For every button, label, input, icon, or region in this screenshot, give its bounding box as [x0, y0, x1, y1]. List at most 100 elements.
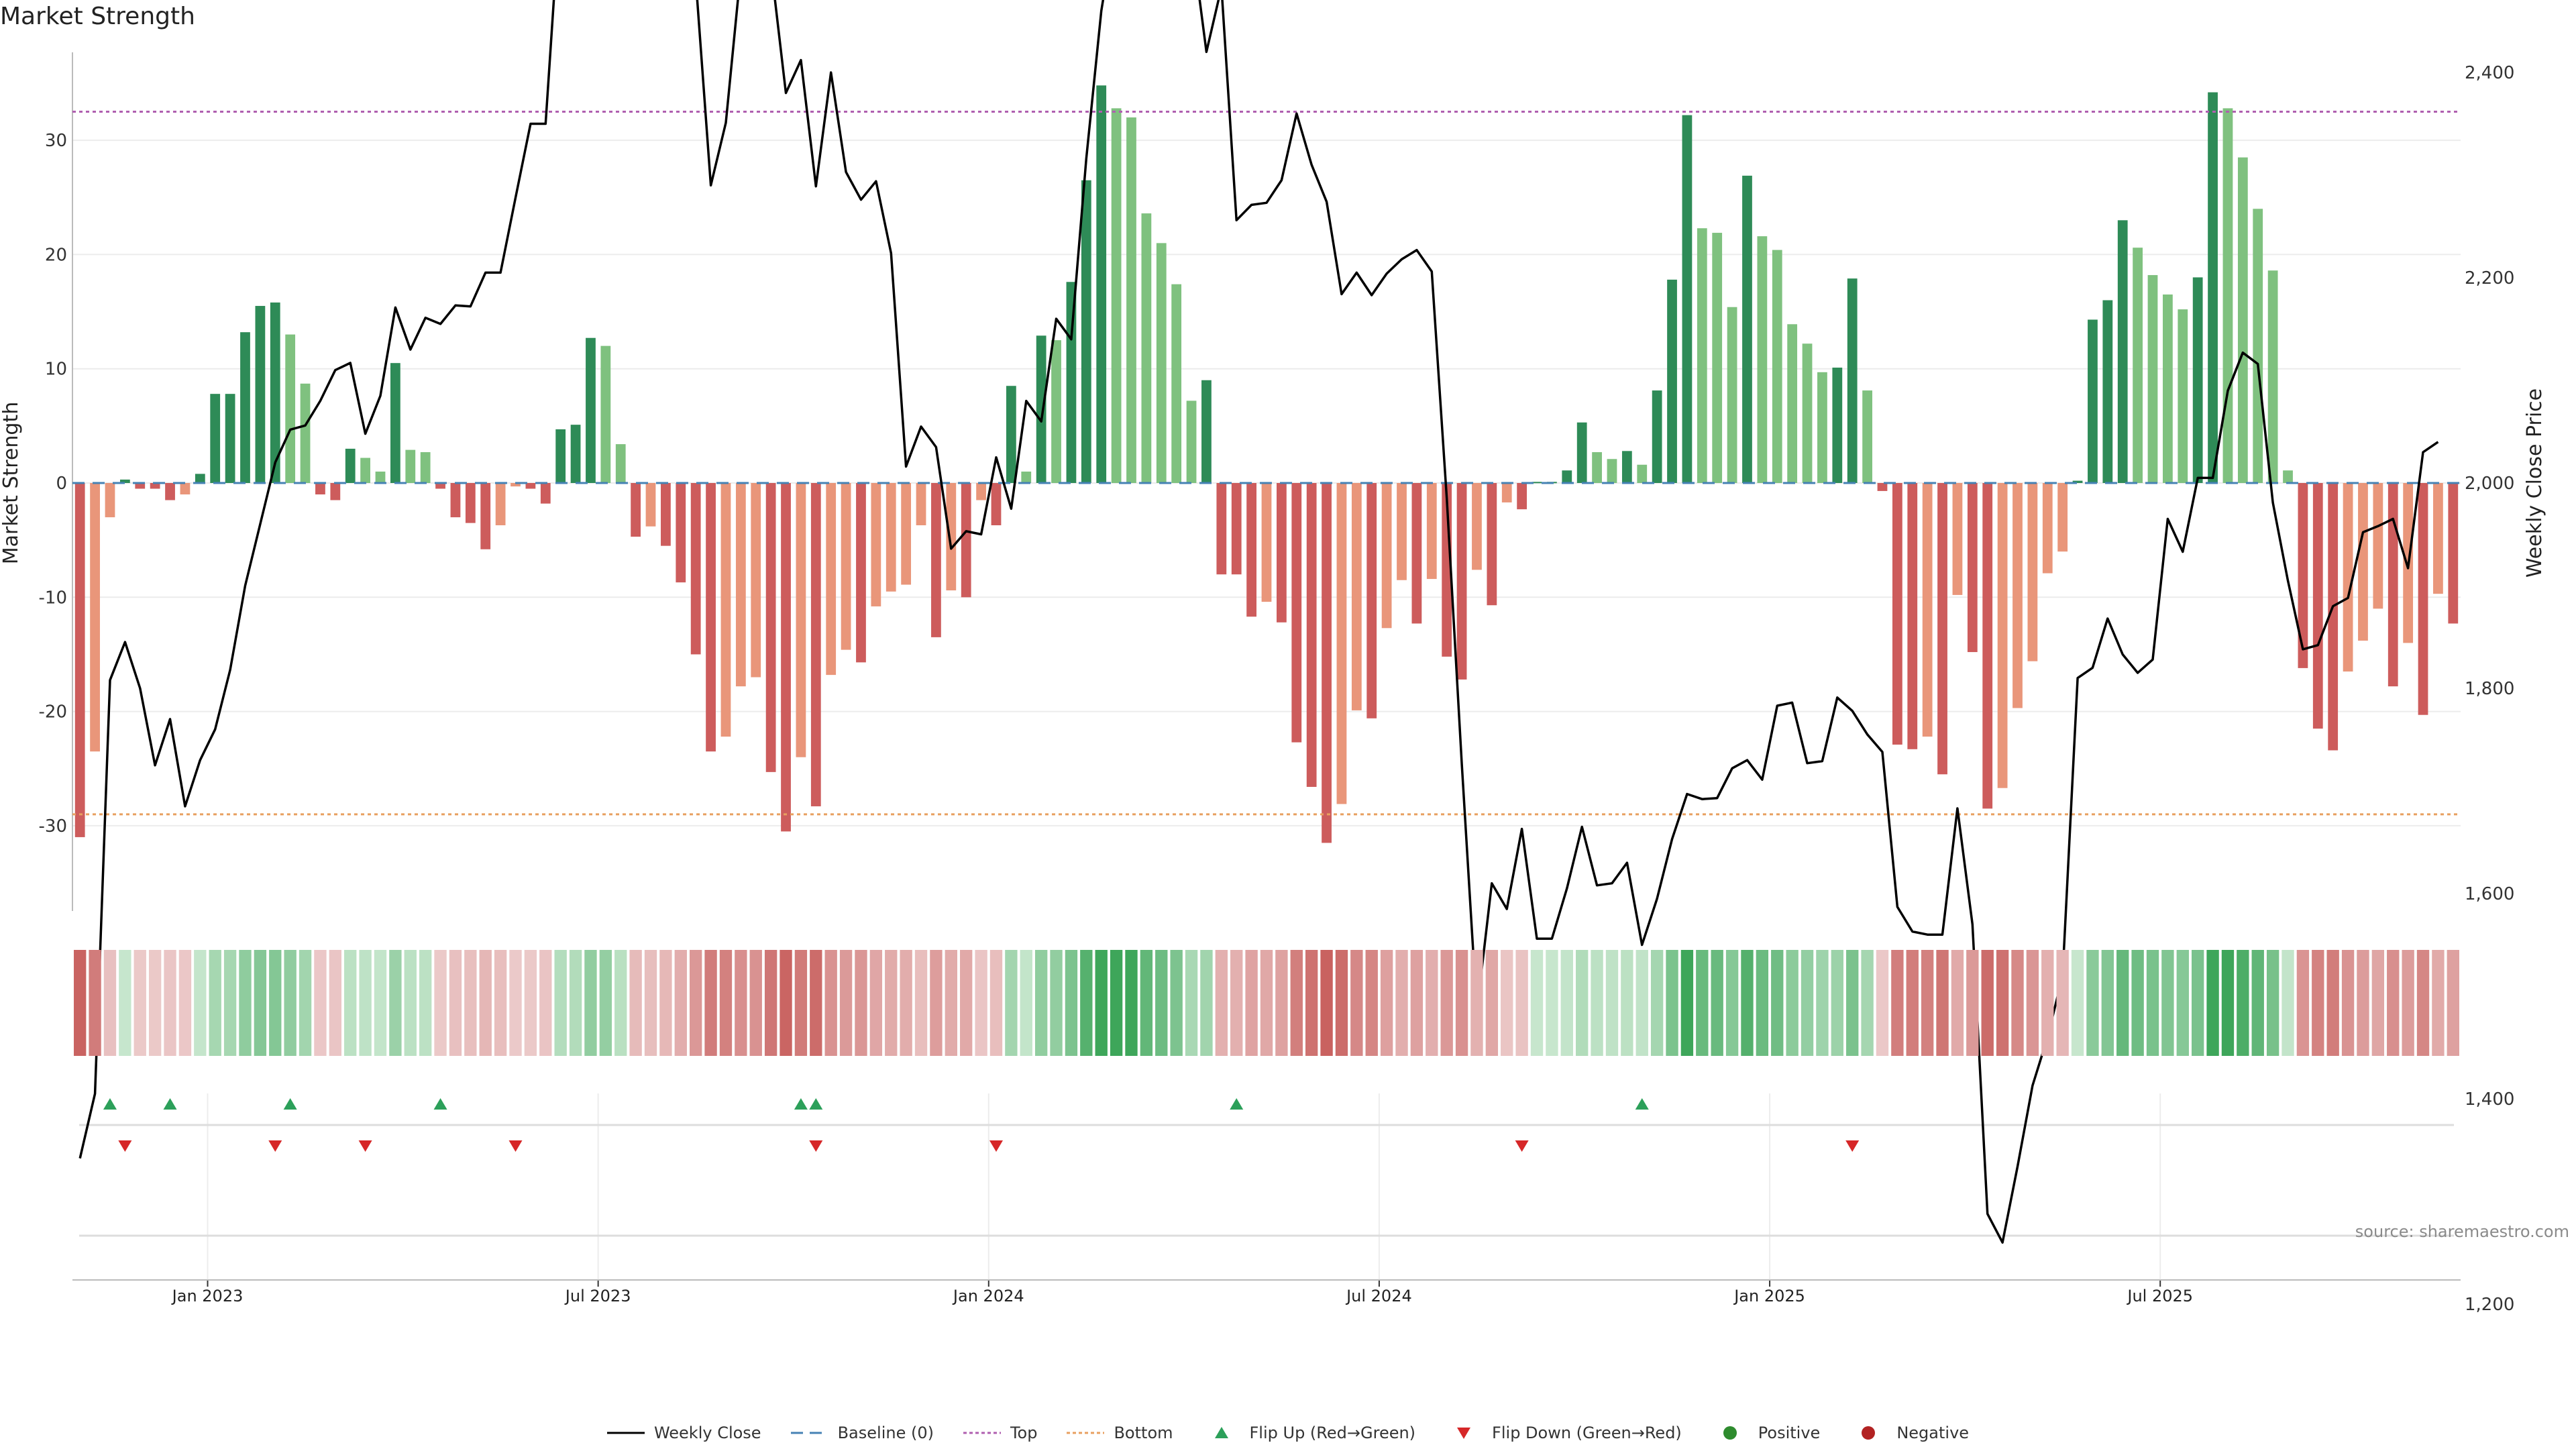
strength-bar [690, 483, 701, 655]
strength-bar [1096, 85, 1107, 483]
strip-cell [1546, 950, 1558, 1056]
strength-bar [1832, 367, 1843, 483]
strength-bar [2222, 108, 2233, 483]
strip-cell [1650, 950, 1664, 1056]
legend-item-flip-down: Flip Down (Green→Red) [1445, 1424, 1682, 1442]
strip-cell [2312, 950, 2324, 1056]
strength-bar [735, 483, 746, 687]
strength-bar [826, 483, 837, 676]
strip-cell [494, 950, 507, 1056]
strength-bar [1426, 483, 1437, 580]
strip-cell [1966, 950, 1979, 1056]
flip-up-marker [283, 1098, 297, 1110]
strength-bar [1997, 483, 2008, 788]
strip-cell [1215, 950, 1228, 1056]
strength-bar [1036, 335, 1046, 483]
strip-cell [2282, 950, 2294, 1056]
strength-bar [1306, 483, 1317, 787]
x-tick-label: Jan 2025 [1733, 1287, 1805, 1305]
strip-cell [569, 950, 582, 1056]
strip-cell [1560, 950, 1573, 1056]
y-tick-label: 0 [56, 474, 67, 494]
strip-cell [2387, 950, 2400, 1056]
strip-cell [1936, 950, 1949, 1056]
strength-bar [1126, 117, 1136, 484]
strength-bar [901, 483, 912, 585]
strength-bar [420, 452, 431, 483]
strip-cell [2447, 950, 2459, 1056]
strip-cell [284, 950, 297, 1056]
strip-cell [2131, 950, 2144, 1056]
strength-bar [1186, 400, 1197, 483]
strip-cell [719, 950, 733, 1056]
strength-bar [1411, 483, 1422, 624]
strip-cell [749, 950, 762, 1056]
strength-bar [1757, 236, 1768, 483]
strip-cell [2191, 950, 2204, 1056]
strip-cell [2071, 950, 2084, 1056]
strength-bar [2027, 483, 2038, 661]
y-tick-label: 10 [45, 360, 67, 380]
strength-bar [751, 483, 761, 678]
strip-cell [1666, 950, 1678, 1056]
strength-bar [1351, 483, 1362, 710]
strip-cell [644, 950, 657, 1056]
strength-bar [1381, 483, 1392, 629]
strength-bar [119, 479, 130, 483]
strength-bar [480, 483, 491, 549]
strip-cell [930, 950, 943, 1056]
flip-down-marker [358, 1140, 372, 1152]
strength-bar [1322, 483, 1332, 843]
flip-up-icon [1214, 1427, 1228, 1438]
legend-label: Weekly Close [653, 1424, 761, 1442]
flip-down-marker [809, 1140, 823, 1152]
strength-bar [2448, 483, 2459, 624]
strength-bar [435, 483, 445, 489]
strip-cell [269, 950, 282, 1056]
strip-cell [404, 950, 417, 1056]
strength-bar [1246, 483, 1256, 617]
flip-up-marker [103, 1098, 117, 1110]
strength-bar [856, 483, 866, 663]
strength-bar [1592, 452, 1602, 483]
strength-bar [2117, 220, 2128, 483]
strip-cell [359, 950, 372, 1056]
strength-bar [1201, 380, 1212, 483]
strength-bar [2328, 483, 2339, 751]
strip-cell [1305, 950, 1318, 1056]
y2-tick-label: 1,800 [2465, 679, 2514, 699]
strip-cell [2221, 950, 2235, 1056]
strength-bar [2418, 483, 2428, 715]
legend-item-negative: Negative [1849, 1424, 1969, 1442]
y2-tick-label: 2,200 [2465, 268, 2514, 288]
strip-cell [614, 950, 627, 1056]
strip-cell [2402, 950, 2414, 1056]
strip-cell [839, 950, 853, 1056]
strip-cell [1200, 950, 1213, 1056]
strength-bar [1907, 483, 1918, 749]
strip-cell [479, 950, 492, 1056]
strength-bar [90, 483, 100, 752]
strip-cell [1080, 950, 1093, 1056]
strip-cell [2011, 950, 2024, 1056]
strip-cell [690, 950, 702, 1056]
strength-bar [2237, 157, 2248, 483]
flip-down-marker [1845, 1140, 1860, 1152]
strength-bar [1847, 278, 1858, 483]
strength-bar [1982, 483, 1993, 809]
grid-lines [72, 140, 2461, 1280]
legend-label: Top [1010, 1424, 1038, 1442]
strength-bar [2057, 483, 2068, 552]
strip-cell [1530, 950, 1544, 1056]
strip-cell [1951, 950, 1964, 1056]
strip-cell [1335, 950, 1348, 1056]
strength-bar [1652, 390, 1662, 483]
strip-cell [74, 950, 87, 1056]
legend-item-flip-up: Flip Up (Red→Green) [1203, 1424, 1415, 1442]
strength-bar [360, 458, 370, 483]
strength-bar [1892, 483, 1902, 745]
strength-bar [74, 483, 85, 837]
strip-cell [539, 950, 552, 1056]
strip-cell [1786, 950, 1799, 1056]
strength-bar [946, 483, 957, 591]
